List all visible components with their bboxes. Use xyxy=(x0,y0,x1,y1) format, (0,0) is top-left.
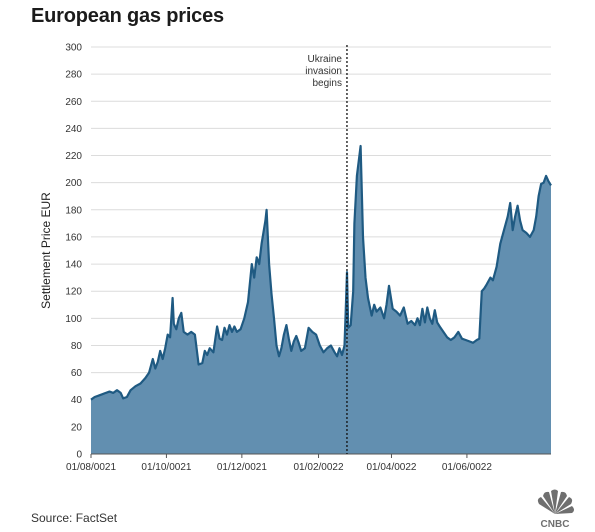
y-tick-label: 60 xyxy=(71,368,83,379)
x-axis-tick-labels: 01/08/0021 01/10/0021 01/12/0021 01/02/0022… xyxy=(66,454,492,473)
y-tick-label: 280 xyxy=(65,70,82,81)
series-area-fill xyxy=(91,146,551,454)
y-tick-label: 100 xyxy=(65,314,82,325)
y-tick-label: 200 xyxy=(65,178,82,189)
y-tick-label: 180 xyxy=(65,205,82,216)
y-tick-label: 240 xyxy=(65,124,82,135)
y-tick-label: 260 xyxy=(65,97,82,108)
annotation-line-text: begins xyxy=(312,78,341,89)
y-axis-tick-labels: 0 20 40 60 80 100 120 140 160 180 200 220 240 260 280 3… xyxy=(65,43,82,461)
x-tick-label: 01/08/0021 xyxy=(66,462,116,473)
y-tick-label: 0 xyxy=(76,450,82,461)
y-tick-label: 160 xyxy=(65,232,82,243)
chart-title: European gas prices xyxy=(31,5,224,27)
x-tick-label: 01/02/0022 xyxy=(293,462,343,473)
y-axis-label: Settlement Price EUR xyxy=(39,192,53,309)
y-tick-label: 40 xyxy=(71,395,83,406)
y-tick-label: 140 xyxy=(65,260,82,271)
annotation-line-text: invasion xyxy=(305,66,342,77)
y-tick-label: 80 xyxy=(71,341,83,352)
y-tick-label: 220 xyxy=(65,151,82,162)
cnbc-wordmark: CNBC xyxy=(541,519,570,530)
y-tick-label: 120 xyxy=(65,287,82,298)
y-tick-label: 300 xyxy=(65,43,82,54)
series-line xyxy=(90,144,552,401)
annotation-line-text: Ukraine xyxy=(307,54,342,65)
x-tick-label: 01/12/0021 xyxy=(217,462,267,473)
cnbc-peacock-logo: CNBC xyxy=(537,489,574,530)
x-tick-label: 01/06/0022 xyxy=(442,462,492,473)
x-tick-label: 01/10/0021 xyxy=(141,462,191,473)
x-tick-label: 01/04/0022 xyxy=(366,462,416,473)
y-tick-label: 20 xyxy=(71,422,83,433)
source-note: Source: FactSet xyxy=(31,511,118,525)
